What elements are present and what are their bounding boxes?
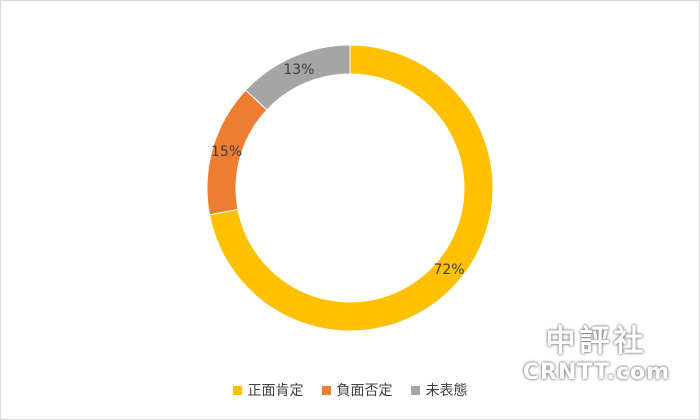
legend-swatch-negative xyxy=(321,385,331,395)
watermark-text-latin: CRNTT.com xyxy=(522,360,670,385)
legend-swatch-undeclared xyxy=(410,385,420,395)
legend-label-negative: 負面否定 xyxy=(336,383,393,399)
legend-item-undeclared: 未表態 xyxy=(410,380,468,400)
legend-label-undeclared: 未表態 xyxy=(425,383,468,399)
legend-item-negative: 負面否定 xyxy=(321,380,393,400)
legend-item-positive: 正面肯定 xyxy=(232,380,304,400)
data-label-positive: 72% xyxy=(433,262,464,278)
watermark-logo: 中評社 CRNTT.com xyxy=(523,324,670,386)
data-label-negative: 15% xyxy=(211,144,242,160)
donut-slices xyxy=(206,44,494,332)
donut-slice-undeclared xyxy=(245,44,351,111)
watermark-text-chinese: 中評社 xyxy=(545,324,648,359)
chart-legend: 正面肯定 負面否定 未表態 xyxy=(0,380,700,400)
legend-label-positive: 正面肯定 xyxy=(247,383,304,399)
donut-slice-labels: 72% 15% 13% xyxy=(211,62,465,278)
legend-swatch-positive xyxy=(232,385,242,395)
donut-slice-positive xyxy=(208,44,494,332)
data-label-undeclared: 13% xyxy=(283,62,314,78)
